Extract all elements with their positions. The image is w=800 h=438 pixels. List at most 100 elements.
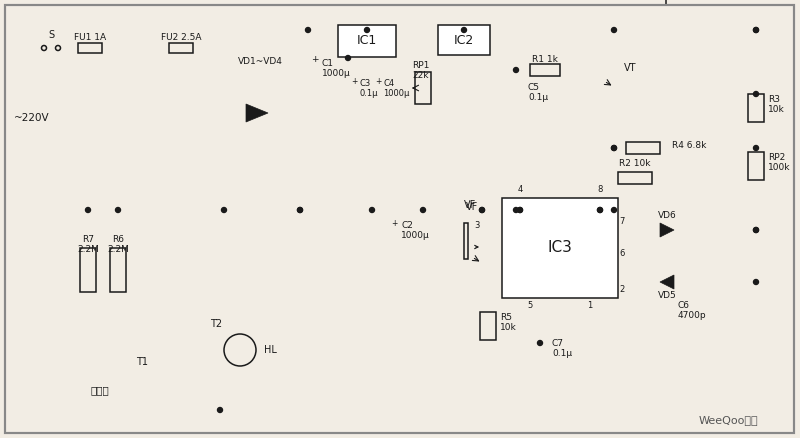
Text: R7: R7	[82, 236, 94, 244]
Text: R4 6.8k: R4 6.8k	[672, 141, 706, 149]
Text: C6: C6	[678, 301, 690, 311]
Text: FU1 1A: FU1 1A	[74, 33, 106, 42]
Circle shape	[479, 208, 485, 212]
Text: C1: C1	[322, 60, 334, 68]
Circle shape	[518, 208, 522, 212]
Circle shape	[222, 208, 226, 212]
Text: S: S	[48, 30, 54, 40]
Text: 1000μ: 1000μ	[322, 70, 350, 78]
Circle shape	[611, 145, 617, 151]
Circle shape	[754, 279, 758, 285]
Text: C2: C2	[401, 220, 413, 230]
Circle shape	[598, 208, 602, 212]
Circle shape	[298, 208, 302, 212]
Text: T1: T1	[136, 357, 148, 367]
Text: 2.2M: 2.2M	[77, 246, 99, 254]
Bar	[748, 152, 764, 180]
Bar	[338, 25, 396, 57]
Text: 2.2M: 2.2M	[107, 246, 129, 254]
Circle shape	[754, 28, 758, 32]
Bar	[480, 312, 496, 340]
Circle shape	[754, 227, 758, 233]
Text: VD1~VD4: VD1~VD4	[238, 57, 282, 67]
Circle shape	[115, 208, 121, 212]
Circle shape	[218, 407, 222, 413]
Circle shape	[86, 208, 90, 212]
Text: C5: C5	[528, 84, 540, 92]
Text: VD6: VD6	[658, 212, 676, 220]
Circle shape	[346, 56, 350, 60]
Text: R1 1k: R1 1k	[532, 54, 558, 64]
Text: T2: T2	[210, 319, 222, 329]
Bar	[464, 223, 468, 259]
Bar	[80, 248, 96, 292]
Text: ~220V: ~220V	[14, 113, 50, 123]
Circle shape	[514, 208, 518, 212]
Text: +: +	[351, 78, 358, 86]
Text: IC3: IC3	[547, 240, 573, 255]
Circle shape	[365, 28, 370, 32]
Text: 7: 7	[619, 218, 625, 226]
Text: IC2: IC2	[454, 33, 474, 46]
Text: VF: VF	[464, 200, 476, 210]
Text: R3: R3	[768, 95, 780, 105]
Circle shape	[754, 145, 758, 151]
Text: 放电针: 放电针	[90, 385, 110, 395]
Bar	[169, 43, 193, 53]
Circle shape	[421, 208, 426, 212]
Bar	[502, 198, 618, 298]
Text: 1: 1	[587, 301, 593, 311]
Bar	[530, 64, 560, 76]
Text: R2 10k: R2 10k	[619, 159, 650, 169]
Circle shape	[462, 28, 466, 32]
Text: 4700p: 4700p	[678, 311, 706, 321]
Text: 10k: 10k	[500, 324, 517, 332]
Circle shape	[538, 340, 542, 346]
Text: +: +	[311, 56, 318, 64]
Text: 4: 4	[518, 186, 522, 194]
Text: VT: VT	[624, 63, 637, 73]
Text: RP2: RP2	[768, 153, 786, 162]
Text: 1000μ: 1000μ	[401, 230, 430, 240]
Text: 8: 8	[598, 186, 602, 194]
Text: 1000μ: 1000μ	[383, 88, 410, 98]
Circle shape	[754, 92, 758, 96]
Circle shape	[298, 208, 302, 212]
Text: 6: 6	[619, 250, 625, 258]
Polygon shape	[660, 275, 674, 289]
Text: 3: 3	[474, 222, 480, 230]
Polygon shape	[246, 104, 268, 122]
Text: VF: VF	[466, 202, 478, 212]
Bar	[626, 142, 660, 154]
Circle shape	[224, 334, 256, 366]
Circle shape	[306, 28, 310, 32]
Text: C7: C7	[552, 339, 564, 347]
Text: +: +	[391, 219, 398, 229]
Bar	[78, 43, 102, 53]
Text: +: +	[375, 78, 382, 86]
Text: C4: C4	[383, 80, 394, 88]
Bar	[748, 94, 764, 122]
Text: WeeQoo维库: WeeQoo维库	[698, 415, 758, 425]
Text: 2: 2	[619, 286, 625, 294]
Circle shape	[611, 28, 617, 32]
Text: R5: R5	[500, 314, 512, 322]
Text: 0.1μ: 0.1μ	[528, 92, 548, 102]
Circle shape	[479, 208, 485, 212]
Text: FU2 2.5A: FU2 2.5A	[161, 33, 202, 42]
Circle shape	[370, 208, 374, 212]
Circle shape	[754, 28, 758, 32]
Text: 0.1μ: 0.1μ	[359, 88, 378, 98]
Text: R6: R6	[112, 236, 124, 244]
Circle shape	[754, 227, 758, 233]
Text: RP1: RP1	[412, 61, 430, 71]
Circle shape	[514, 67, 518, 73]
Circle shape	[611, 145, 617, 151]
Text: C3: C3	[359, 80, 370, 88]
Text: 0.1μ: 0.1μ	[552, 349, 572, 357]
Text: 22k: 22k	[413, 71, 430, 80]
Circle shape	[518, 208, 522, 212]
Circle shape	[598, 208, 602, 212]
Polygon shape	[660, 223, 674, 237]
Bar	[618, 172, 652, 184]
